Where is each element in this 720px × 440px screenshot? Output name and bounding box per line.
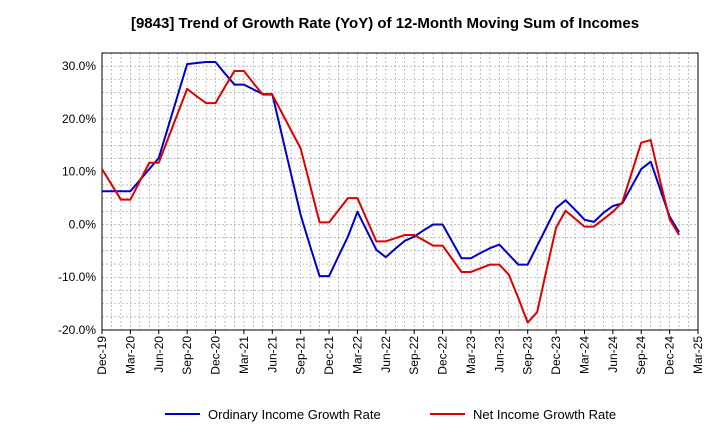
x-tick-label: Mar-21 <box>237 336 251 374</box>
y-axis-ticks: 30.0% 20.0% 10.0% 0.0% -10.0% -20.0% <box>58 59 96 337</box>
x-tick-label: Sep-22 <box>407 336 421 375</box>
x-tick-label: Dec-20 <box>209 336 223 375</box>
y-tick-label: -20.0% <box>58 323 96 337</box>
chart-title: [9843] Trend of Growth Rate (YoY) of 12-… <box>131 15 639 32</box>
series-line-1 <box>101 69 680 324</box>
x-tick-label: Sep-21 <box>294 336 308 375</box>
x-tick-label: Dec-21 <box>322 336 336 375</box>
y-tick-label: 20.0% <box>62 112 96 126</box>
series-lines <box>101 60 680 324</box>
y-tick-label: 10.0% <box>62 165 96 179</box>
x-tick-label: Dec-23 <box>549 336 563 375</box>
x-tick-label: Mar-25 <box>691 336 705 374</box>
x-tick-label: Sep-20 <box>180 336 194 375</box>
x-tick-label: Mar-20 <box>123 336 137 374</box>
x-axis-ticks: Dec-19 Mar-20 Jun-20 Sep-20 Dec-20 Mar-21 Jun-… <box>95 330 705 375</box>
x-tick-label: Mar-22 <box>350 336 364 374</box>
y-tick-label: -10.0% <box>58 270 96 284</box>
x-tick-label: Dec-22 <box>436 336 450 375</box>
series-line-0 <box>102 60 680 278</box>
x-tick-label: Sep-23 <box>521 336 535 375</box>
x-tick-label: Mar-23 <box>464 336 478 374</box>
y-tick-label: 0.0% <box>69 217 97 231</box>
x-tick-label: Sep-24 <box>634 336 648 375</box>
legend: Ordinary Income Growth Rate Net Income G… <box>165 407 616 422</box>
plot-area-frame <box>101 52 699 331</box>
legend-label-net: Net Income Growth Rate <box>473 407 616 422</box>
x-tick-label: Jun-23 <box>492 336 506 373</box>
x-tick-label: Jun-20 <box>152 336 166 373</box>
x-tick-label: Jun-21 <box>265 336 279 373</box>
x-tick-label: Dec-19 <box>95 336 109 375</box>
x-tick-label: Jun-22 <box>379 336 393 373</box>
x-tick-label: Jun-24 <box>606 336 620 373</box>
x-tick-label: Dec-24 <box>663 336 677 375</box>
x-tick-label: Mar-24 <box>577 336 591 374</box>
y-tick-label: 30.0% <box>62 59 96 73</box>
legend-label-ordinary: Ordinary Income Growth Rate <box>208 407 381 422</box>
grid <box>102 53 698 330</box>
